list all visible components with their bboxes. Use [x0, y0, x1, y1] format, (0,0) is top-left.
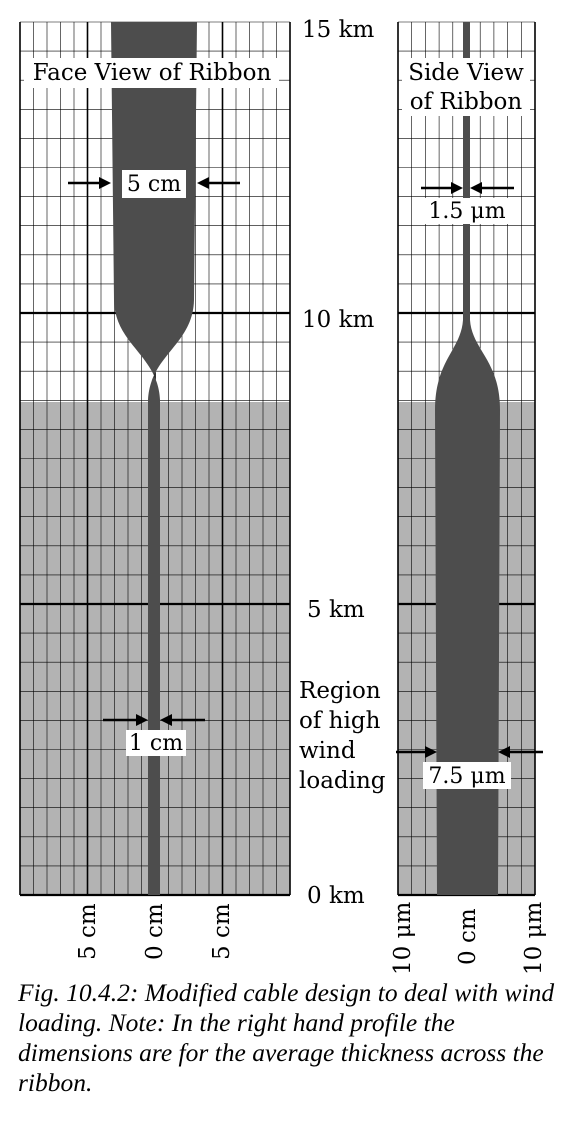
face-view-panel: Face View of Ribbon	[19, 21, 291, 897]
dimension-face-bottom	[103, 714, 205, 726]
side-x-label-center: 0 cm	[455, 908, 481, 965]
side-title-box	[402, 58, 530, 116]
region-label-line2: of high	[299, 708, 381, 734]
side-title-line1: Side View	[408, 60, 524, 86]
height-label-0km: 0 km	[307, 883, 365, 909]
side-title-line2: of Ribbon	[410, 89, 523, 115]
dim-side-top-label: 1.5 μm	[428, 199, 505, 224]
side-view-panel: Side View of Ribbon	[397, 21, 536, 897]
dim-side-top-box	[424, 198, 510, 224]
ribbon-diagram: Face View of Ribbon Side View of Ribbon …	[19, 17, 547, 975]
dim-face-bottom-label: 1 cm	[129, 731, 183, 756]
face-title: Face View of Ribbon	[33, 60, 272, 86]
dim-side-bottom-box	[423, 762, 511, 789]
dim-face-bottom-box	[126, 730, 186, 756]
region-label-line1: Region	[299, 678, 381, 704]
face-title-box	[24, 58, 279, 88]
dim-face-top-box	[122, 170, 186, 198]
figure-caption: Fig. 10.4.2: Modified cable design to de…	[18, 978, 555, 1097]
dimension-side-top	[421, 182, 514, 194]
region-label-line4: loading	[299, 768, 386, 794]
dimension-side-bottom	[396, 746, 543, 758]
face-x-label-left: 5 cm	[75, 903, 101, 960]
side-x-label-right: 10 μm	[521, 901, 547, 975]
height-label-10km: 10 km	[302, 307, 375, 333]
dim-face-top-label: 5 cm	[127, 172, 181, 197]
side-x-label-left: 10 μm	[390, 901, 416, 975]
height-label-5km: 5 km	[307, 597, 365, 623]
dimension-face-top	[68, 177, 240, 189]
face-x-label-center: 0 cm	[142, 903, 168, 960]
height-label-15km: 15 km	[302, 17, 375, 43]
side-ribbon-shape	[435, 22, 500, 895]
wind-region-label: Region of high wind loading	[299, 678, 386, 794]
face-ribbon-shape	[111, 22, 197, 895]
region-label-line3: wind	[299, 738, 356, 764]
dim-side-bottom-label: 7.5 μm	[428, 764, 505, 789]
face-x-label-right: 5 cm	[209, 903, 235, 960]
